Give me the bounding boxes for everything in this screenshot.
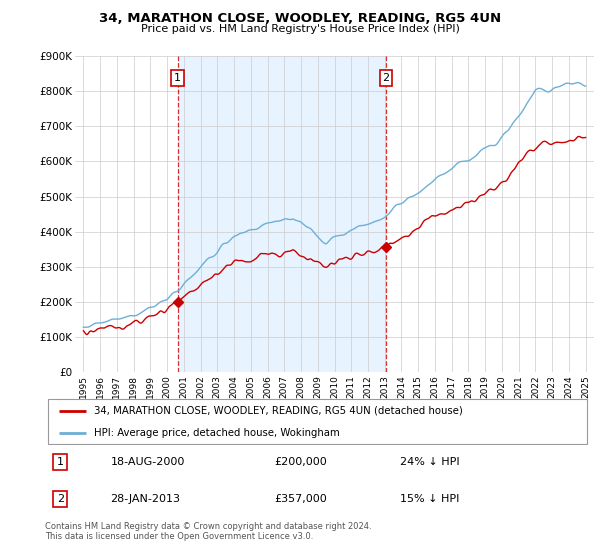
Text: 1: 1 (57, 457, 64, 467)
Text: 18-AUG-2000: 18-AUG-2000 (110, 457, 185, 467)
Text: £357,000: £357,000 (274, 494, 327, 504)
Text: 1: 1 (174, 73, 181, 83)
Text: 2: 2 (383, 73, 389, 83)
Text: 28-JAN-2013: 28-JAN-2013 (110, 494, 181, 504)
Text: Price paid vs. HM Land Registry's House Price Index (HPI): Price paid vs. HM Land Registry's House … (140, 24, 460, 34)
Bar (178, 56, 386, 372)
Text: £200,000: £200,000 (274, 457, 327, 467)
Text: 34, MARATHON CLOSE, WOODLEY, READING, RG5 4UN (detached house): 34, MARATHON CLOSE, WOODLEY, READING, RG… (94, 406, 463, 416)
Text: 34, MARATHON CLOSE, WOODLEY, READING, RG5 4UN: 34, MARATHON CLOSE, WOODLEY, READING, RG… (99, 12, 501, 25)
Text: Contains HM Land Registry data © Crown copyright and database right 2024.
This d: Contains HM Land Registry data © Crown c… (45, 522, 371, 542)
Text: HPI: Average price, detached house, Wokingham: HPI: Average price, detached house, Woki… (94, 428, 340, 438)
Text: 2: 2 (57, 494, 64, 504)
Text: 24% ↓ HPI: 24% ↓ HPI (400, 457, 460, 467)
FancyBboxPatch shape (48, 399, 587, 444)
Text: 15% ↓ HPI: 15% ↓ HPI (400, 494, 459, 504)
